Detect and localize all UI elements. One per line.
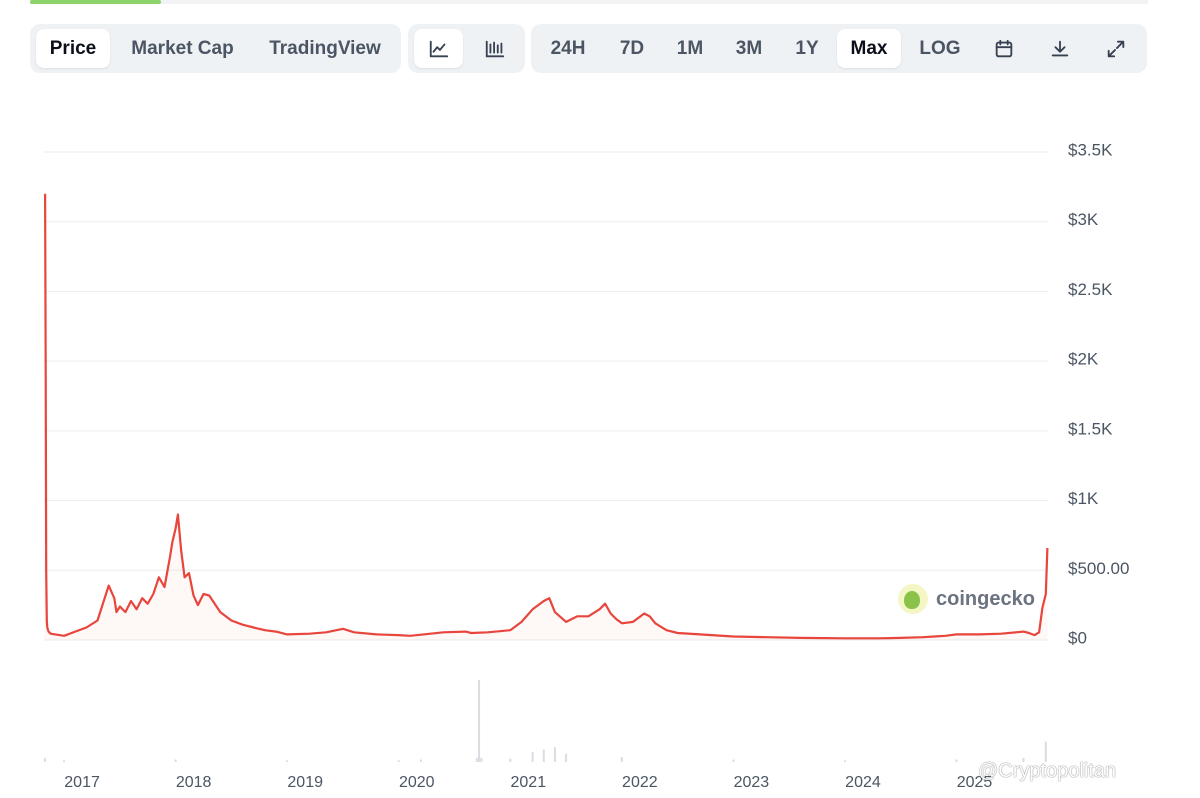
y-tick-label: $1K xyxy=(1068,489,1099,508)
y-axis: $0 $500.00 $1K $1.5K $2K $2.5K $3K $3.5K xyxy=(1068,140,1129,647)
time-range-toolbar: 24H 7D 1M 3M 1Y Max LOG xyxy=(531,24,1147,73)
tab-underline-active xyxy=(30,0,161,4)
x-axis: 2017 2018 2019 2020 2021 2022 2023 2024 2025 xyxy=(64,774,992,791)
volume-bar xyxy=(509,758,512,762)
volume-bar xyxy=(1044,741,1047,762)
x-tick-label: 2020 xyxy=(399,774,435,791)
tab-tradingview[interactable]: TradingView xyxy=(269,37,381,59)
volume-bar xyxy=(420,759,423,762)
x-tick-label: 2025 xyxy=(957,774,993,791)
candlestick-chart-button[interactable] xyxy=(470,29,519,68)
volume-bar xyxy=(63,760,66,762)
calendar-button[interactable] xyxy=(979,29,1029,68)
download-icon xyxy=(1051,40,1069,56)
x-tick-label: 2017 xyxy=(64,774,100,791)
volume-bar xyxy=(732,759,735,762)
volume-bar xyxy=(843,760,846,762)
range-max-button[interactable]: Max xyxy=(837,29,901,68)
chart-style-toggle xyxy=(408,24,525,73)
volume-bar xyxy=(475,757,478,762)
volume-bar xyxy=(174,759,177,762)
range-3m-button[interactable]: 3M xyxy=(735,37,763,59)
volume-bar xyxy=(542,749,545,762)
fullscreen-button[interactable] xyxy=(1091,29,1141,68)
y-tick-label: $3K xyxy=(1068,210,1099,229)
grid-lines xyxy=(44,151,1048,641)
volume-bar xyxy=(44,757,47,762)
x-tick-label: 2018 xyxy=(176,774,212,791)
x-tick-label: 2021 xyxy=(511,774,547,791)
coingecko-brand: coingecko xyxy=(898,584,1035,614)
volume-bar xyxy=(1022,757,1025,762)
price-line xyxy=(44,193,1049,640)
volume-bar xyxy=(565,753,568,762)
volume-bar xyxy=(620,757,623,762)
log-scale-button[interactable]: LOG xyxy=(919,37,961,59)
watermark: @Cryptopolitan xyxy=(978,760,1117,782)
x-tick-label: 2022 xyxy=(622,774,658,791)
volume-bar xyxy=(286,760,289,762)
x-tick-label: 2019 xyxy=(287,774,323,791)
candlestick-chart-icon xyxy=(485,40,504,57)
x-tick-label: 2024 xyxy=(845,774,881,791)
volume-bar xyxy=(955,759,958,762)
y-tick-label: $2K xyxy=(1068,350,1099,369)
range-1y-button[interactable]: 1Y xyxy=(795,37,819,59)
volume-bar xyxy=(531,752,534,762)
price-area xyxy=(44,193,1048,641)
fullscreen-icon xyxy=(1107,40,1125,57)
range-7d-button[interactable]: 7D xyxy=(619,37,645,59)
range-24h-button[interactable]: 24H xyxy=(550,37,586,59)
x-tick-label: 2023 xyxy=(734,774,770,791)
data-type-toggle: Price Market Cap TradingView xyxy=(30,24,401,73)
y-tick-label: $3.5K xyxy=(1068,140,1113,159)
calendar-icon xyxy=(995,39,1013,57)
y-tick-label: $1.5K xyxy=(1068,419,1113,438)
y-tick-label: $500.00 xyxy=(1068,559,1129,578)
volume-bar xyxy=(478,680,481,762)
price-series xyxy=(44,193,1049,641)
tab-market-cap[interactable]: Market Cap xyxy=(131,37,234,59)
volume-bars xyxy=(44,680,1047,762)
volume-bar xyxy=(397,760,400,762)
range-1m-button[interactable]: 1M xyxy=(676,37,704,59)
coingecko-logo-icon xyxy=(898,584,928,614)
brand-name: coingecko xyxy=(936,587,1035,610)
tab-underline-track xyxy=(30,0,1148,4)
y-tick-label: $2.5K xyxy=(1068,280,1113,299)
line-chart-button[interactable] xyxy=(414,29,463,68)
download-button[interactable] xyxy=(1035,29,1085,68)
volume-bar xyxy=(553,747,556,762)
volume-bar xyxy=(480,757,483,762)
tab-price[interactable]: Price xyxy=(36,29,110,68)
line-chart-icon xyxy=(429,40,448,57)
y-tick-label: $0 xyxy=(1068,628,1087,647)
